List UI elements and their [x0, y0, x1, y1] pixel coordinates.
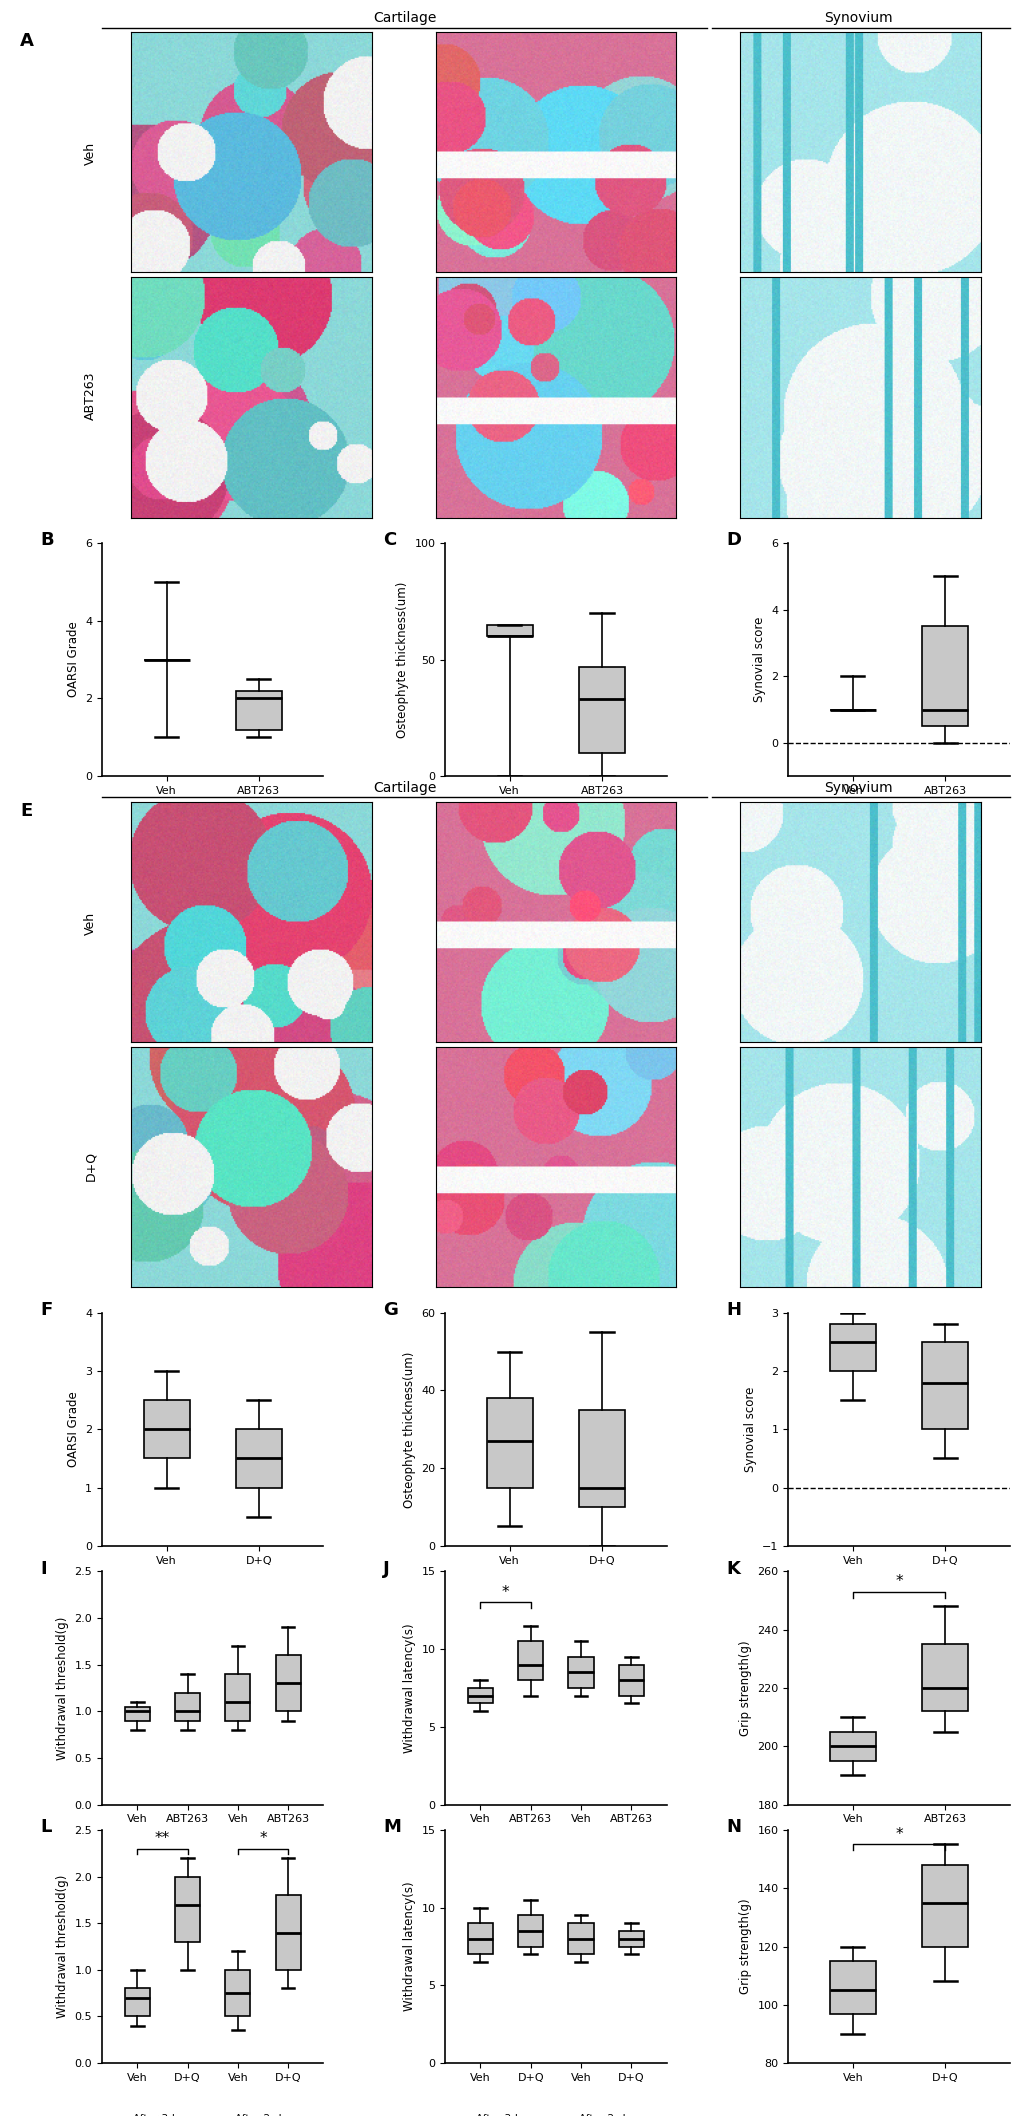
Y-axis label: Withdrawal latency(s): Withdrawal latency(s): [403, 1623, 416, 1752]
PathPatch shape: [579, 1409, 625, 1507]
PathPatch shape: [829, 1731, 875, 1761]
Text: Veh: Veh: [84, 912, 97, 935]
Text: D: D: [726, 531, 741, 550]
Text: G: G: [383, 1301, 397, 1318]
Text: Veh: Veh: [84, 142, 97, 165]
Y-axis label: Synovial score: Synovial score: [752, 618, 765, 703]
PathPatch shape: [235, 1428, 281, 1488]
PathPatch shape: [921, 1342, 967, 1428]
Y-axis label: Withdrawal threshold(g): Withdrawal threshold(g): [56, 1617, 69, 1761]
Text: K: K: [726, 1559, 740, 1579]
PathPatch shape: [225, 1674, 251, 1720]
Text: After 2wks: After 2wks: [235, 1856, 290, 1866]
Y-axis label: OARSI Grade: OARSI Grade: [66, 1392, 79, 1466]
PathPatch shape: [124, 1708, 150, 1720]
PathPatch shape: [829, 1325, 875, 1371]
Text: After 3days: After 3days: [475, 1856, 535, 1866]
PathPatch shape: [619, 1665, 643, 1695]
PathPatch shape: [579, 667, 625, 753]
PathPatch shape: [175, 1693, 200, 1720]
Y-axis label: Osteophyte thickness(um): Osteophyte thickness(um): [395, 582, 409, 738]
Y-axis label: Synovial score: Synovial score: [743, 1386, 756, 1473]
PathPatch shape: [829, 1962, 875, 2014]
Y-axis label: Grip strength(g): Grip strength(g): [738, 1640, 751, 1735]
Text: ABT263: ABT263: [84, 372, 97, 421]
Text: *: *: [895, 1826, 902, 1843]
PathPatch shape: [275, 1896, 301, 1970]
Y-axis label: OARSI Grade: OARSI Grade: [66, 622, 79, 698]
PathPatch shape: [518, 1915, 543, 1947]
Text: After 2wks: After 2wks: [578, 1856, 633, 1866]
Text: Synovium: Synovium: [823, 11, 892, 25]
Text: B: B: [40, 531, 54, 550]
Text: C: C: [383, 531, 396, 550]
PathPatch shape: [486, 1399, 532, 1488]
Y-axis label: Osteophyte thickness(um): Osteophyte thickness(um): [403, 1352, 416, 1507]
PathPatch shape: [124, 1989, 150, 2017]
Text: L: L: [40, 1818, 51, 1837]
Text: Cartilage: Cartilage: [373, 11, 436, 25]
Text: Cartilage: Cartilage: [373, 781, 436, 796]
Text: D+Q: D+Q: [84, 1151, 97, 1181]
PathPatch shape: [468, 1689, 492, 1703]
PathPatch shape: [619, 1932, 643, 1947]
Text: J: J: [383, 1559, 389, 1579]
PathPatch shape: [921, 626, 967, 726]
PathPatch shape: [235, 690, 281, 730]
Text: *: *: [259, 1830, 267, 1847]
Text: N: N: [726, 1818, 741, 1837]
Text: After 3days: After 3days: [132, 1856, 192, 1866]
PathPatch shape: [921, 1864, 967, 1947]
Y-axis label: Withdrawal threshold(g): Withdrawal threshold(g): [56, 1875, 69, 2019]
Text: E: E: [20, 802, 33, 819]
Text: M: M: [383, 1818, 400, 1837]
PathPatch shape: [275, 1655, 301, 1712]
Text: I: I: [40, 1559, 47, 1579]
PathPatch shape: [921, 1644, 967, 1712]
PathPatch shape: [518, 1642, 543, 1680]
Text: **: **: [155, 1830, 170, 1847]
Y-axis label: Withdrawal latency(s): Withdrawal latency(s): [403, 1881, 416, 2012]
Text: *: *: [501, 1585, 508, 1600]
PathPatch shape: [225, 1970, 251, 2017]
PathPatch shape: [144, 1401, 190, 1458]
Text: F: F: [40, 1301, 52, 1318]
PathPatch shape: [468, 1923, 492, 1955]
Text: A: A: [20, 32, 35, 51]
Text: Synovium: Synovium: [823, 781, 892, 796]
Y-axis label: Grip strength(g): Grip strength(g): [738, 1898, 751, 1993]
PathPatch shape: [175, 1877, 200, 1942]
PathPatch shape: [568, 1923, 593, 1955]
PathPatch shape: [568, 1657, 593, 1689]
Text: H: H: [726, 1301, 741, 1318]
Text: *: *: [895, 1574, 902, 1589]
PathPatch shape: [486, 624, 532, 637]
